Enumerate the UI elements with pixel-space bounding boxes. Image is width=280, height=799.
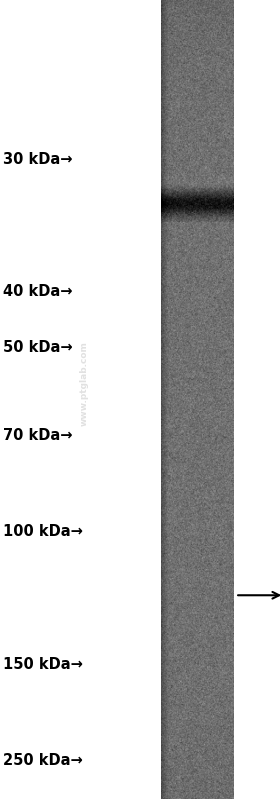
Text: 100 kDa→: 100 kDa→ (3, 524, 83, 539)
Text: 250 kDa→: 250 kDa→ (3, 753, 83, 768)
Text: 40 kDa→: 40 kDa→ (3, 284, 72, 299)
Text: 70 kDa→: 70 kDa→ (3, 428, 72, 443)
Text: 50 kDa→: 50 kDa→ (3, 340, 73, 355)
Text: www.ptglab.com: www.ptglab.com (80, 341, 88, 426)
Text: 30 kDa→: 30 kDa→ (3, 153, 72, 167)
Text: 150 kDa→: 150 kDa→ (3, 658, 83, 672)
